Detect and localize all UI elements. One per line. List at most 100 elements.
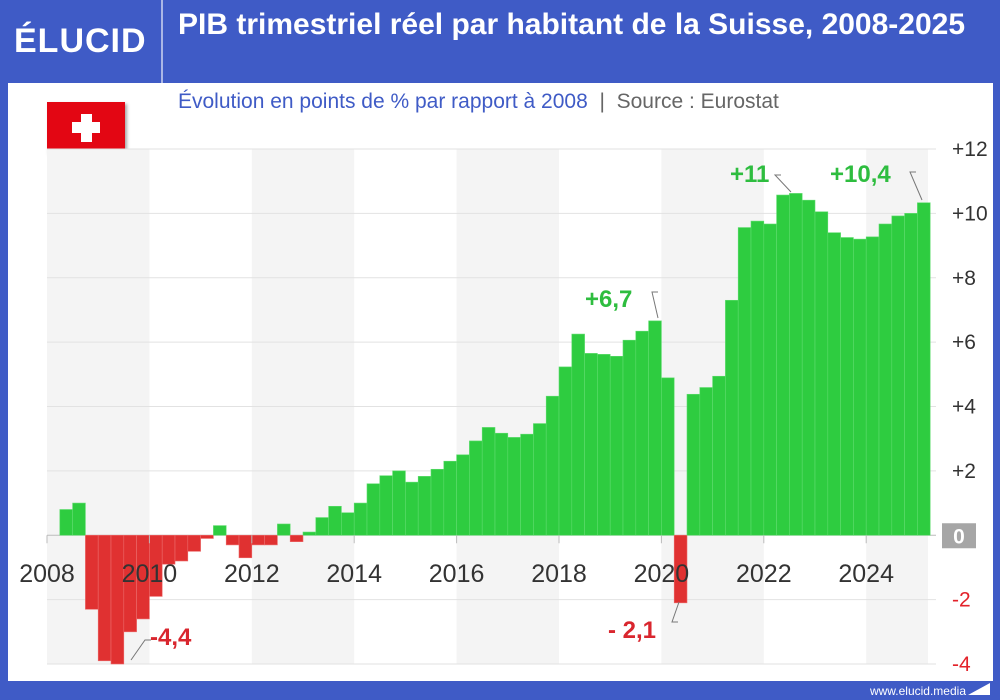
- bar: [328, 505, 342, 536]
- bar: [110, 534, 125, 665]
- chart-subtitle: Évolution en points de % par rapport à 2…: [178, 90, 779, 114]
- bar: [814, 211, 829, 536]
- bar: [315, 517, 329, 536]
- bar: [609, 355, 624, 536]
- bar: [302, 531, 317, 536]
- bar: [661, 377, 675, 536]
- bar: [277, 523, 291, 536]
- bar: [494, 432, 509, 536]
- bar: [917, 202, 931, 536]
- bar: [801, 199, 816, 536]
- bar: [865, 236, 880, 536]
- bar: [878, 223, 893, 536]
- bar: [853, 238, 867, 536]
- annotation-label: +11: [730, 161, 769, 188]
- annotation-leader: [773, 174, 792, 193]
- bar: [341, 512, 355, 536]
- bar: [622, 339, 637, 536]
- bar: [149, 534, 163, 597]
- header-divider: [161, 0, 163, 83]
- x-tick-label: 2014: [326, 560, 382, 588]
- bar: [699, 387, 713, 536]
- annotation-label: - 2,1: [608, 617, 656, 644]
- bar: [289, 534, 304, 542]
- chart-title: PIB trimestriel réel par habitant de la …: [178, 8, 966, 41]
- annotation-leader: [909, 171, 923, 201]
- bar: [635, 330, 649, 536]
- bar: [187, 534, 201, 552]
- bar: [533, 423, 547, 536]
- bar: [558, 366, 573, 536]
- bar: [750, 220, 765, 536]
- bar: [97, 534, 112, 662]
- zero-badge: [942, 523, 976, 549]
- y-tick-label: -4: [952, 653, 971, 676]
- x-tick-label: 2016: [429, 560, 485, 588]
- bar: [571, 333, 585, 536]
- bar: [686, 393, 701, 536]
- bar: [200, 534, 214, 539]
- footer-url[interactable]: www.elucid.media: [869, 684, 966, 698]
- bar: [251, 534, 265, 546]
- bar: [72, 502, 86, 536]
- x-tick-label: 2024: [838, 560, 894, 588]
- bar: [443, 460, 457, 536]
- x-tick-label: 2008: [19, 560, 75, 588]
- bar: [379, 475, 393, 536]
- bar: [469, 440, 483, 536]
- bar: [353, 502, 368, 536]
- bar: [85, 534, 99, 610]
- y-tick-label: +2: [952, 460, 976, 483]
- bar: [584, 353, 598, 536]
- y-tick-label: 0: [953, 525, 965, 548]
- annotation-label: +10,4: [830, 161, 891, 188]
- y-tick-label: +6: [952, 331, 976, 354]
- annotation-leader: [130, 639, 151, 661]
- bar: [430, 468, 445, 536]
- bar: [545, 395, 560, 536]
- annotation-leader: [651, 291, 659, 319]
- x-tick-label: 2010: [122, 560, 178, 588]
- swiss-flag-icon: [47, 102, 125, 153]
- bar: [213, 525, 227, 536]
- y-tick-label: +10: [952, 202, 988, 225]
- annotation-label: -4,4: [150, 624, 192, 651]
- x-tick-label: 2012: [224, 560, 280, 588]
- y-tick-label: +4: [952, 396, 976, 419]
- bar: [456, 454, 470, 536]
- bar: [238, 534, 253, 559]
- bar: [405, 481, 419, 536]
- elucid-mark-icon: [968, 683, 990, 695]
- y-tick-label: +8: [952, 267, 976, 290]
- y-tick-label: -2: [952, 589, 971, 612]
- bar: [264, 534, 278, 546]
- bar: [59, 509, 73, 536]
- bar: [763, 223, 777, 536]
- bar: [174, 534, 189, 562]
- bar: [725, 299, 739, 536]
- bar: [712, 375, 726, 536]
- source-text: Source : Eurostat: [616, 90, 779, 113]
- bar: [597, 354, 611, 536]
- bar: [776, 194, 790, 536]
- bar: [417, 476, 432, 536]
- bar: [827, 232, 841, 536]
- bar: [673, 534, 688, 604]
- bar: [520, 433, 534, 536]
- elucid-logo: ÉLUCID: [14, 22, 147, 60]
- annotation-label: +6,7: [585, 286, 632, 313]
- bar: [392, 470, 406, 536]
- bar: [225, 534, 240, 546]
- subtitle-separator: |: [599, 90, 605, 113]
- bar: [840, 237, 854, 536]
- bar: [366, 483, 381, 536]
- bar: [481, 427, 496, 536]
- bar: [891, 215, 905, 536]
- x-tick-label: 2022: [736, 560, 792, 588]
- annotation-leader: [671, 601, 680, 623]
- x-tick-label: 2018: [531, 560, 587, 588]
- subtitle-text: Évolution en points de % par rapport à 2…: [178, 90, 588, 113]
- bar: [507, 437, 521, 536]
- bar: [789, 193, 803, 536]
